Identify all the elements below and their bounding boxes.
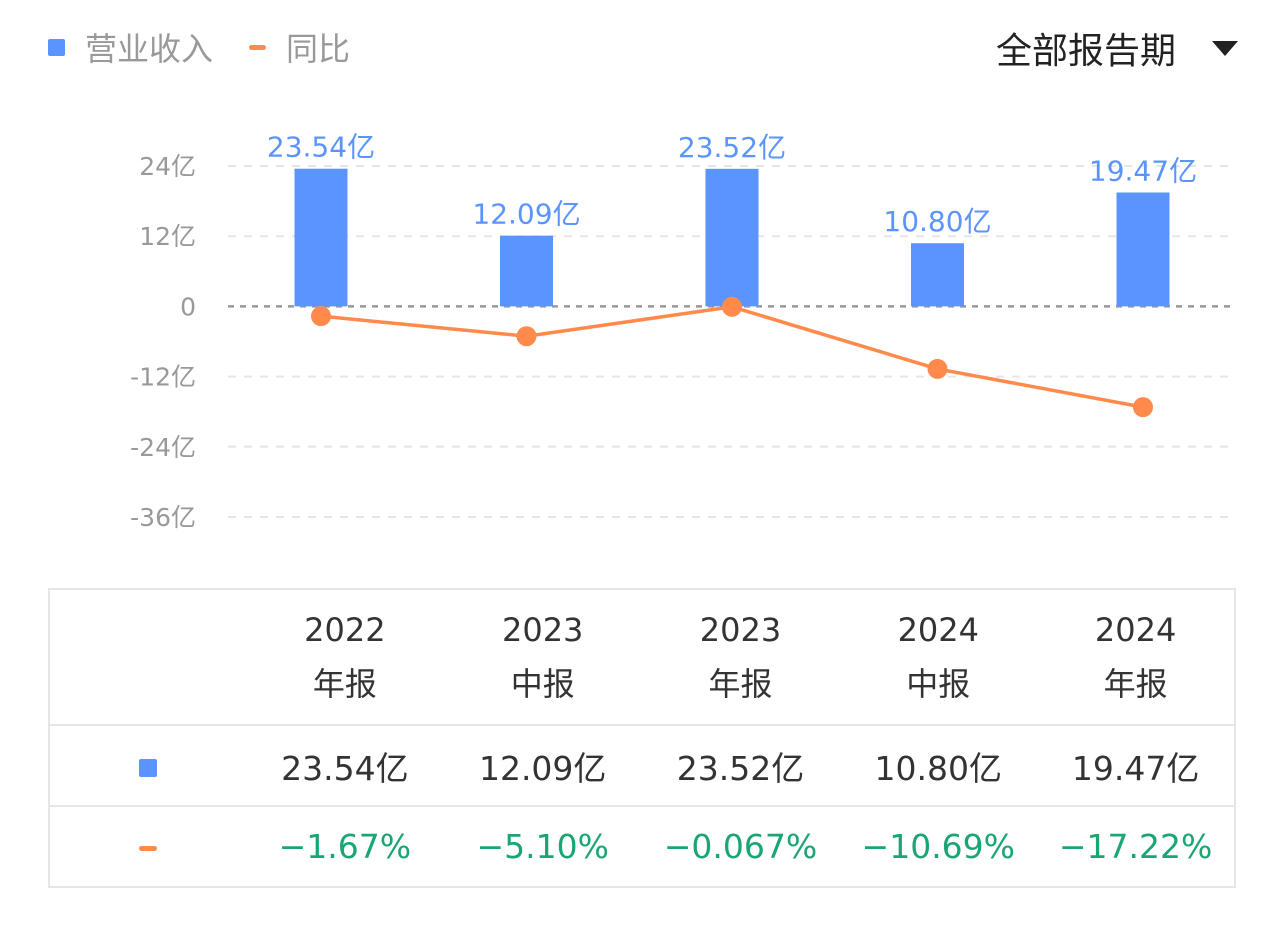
line-layer (311, 296, 1153, 418)
table-row-yoy: −1.67% −5.10% −0.067% −10.69% −17.22% (49, 806, 1235, 887)
grid-layer (228, 165, 1236, 518)
header-cell: 2024 中报 (839, 589, 1038, 726)
legend-yoy-label: 同比 (286, 30, 351, 68)
y-axis-ticks: 24亿 12亿 0 -12亿 -24亿 -36亿 (130, 152, 196, 532)
legend-item-yoy[interactable]: 同比 (249, 24, 350, 70)
header-year: 2024 (1094, 611, 1177, 649)
revenue-row-marker (49, 725, 246, 807)
revenue-chart: 24亿 12亿 0 -12亿 -24亿 -36亿 23.54亿 12.09亿 23.52亿 10… (130, 131, 1236, 532)
header-cell: 2023 年报 (641, 589, 840, 726)
revenue-swatch-icon (48, 38, 65, 56)
header-blank-cell (49, 589, 246, 726)
yoy-point[interactable] (927, 358, 948, 379)
yoy-swatch-icon (249, 44, 267, 50)
header-period: 中报 (510, 665, 575, 703)
revenue-bar[interactable] (294, 168, 348, 307)
yoy-point[interactable] (311, 306, 331, 327)
y-tick-label: 12亿 (139, 222, 196, 251)
table-row-revenue: 23.54亿 12.09亿 23.52亿 10.80亿 19.47亿 (49, 725, 1235, 807)
header-year: 2023 (699, 611, 782, 649)
table-header-row: 2022 年报 2023 中报 2023 年报 2024 中报 2024 年报 (49, 589, 1235, 726)
yoy-row-marker (49, 806, 246, 887)
revenue-cell: 23.52亿 (641, 725, 840, 807)
header-period: 年报 (312, 665, 377, 703)
revenue-cell: 23.54亿 (246, 725, 444, 807)
yoy-dash-icon (139, 846, 157, 851)
data-table: 2022 年报 2023 中报 2023 年报 2024 中报 2024 年报 23.54… (48, 588, 1236, 888)
header-period: 中报 (906, 665, 971, 703)
revenue-cell: 19.47亿 (1037, 725, 1235, 807)
caret-down-icon[interactable] (1212, 40, 1238, 56)
header-cell: 2023 中报 (443, 589, 642, 726)
revenue-bar[interactable] (500, 235, 553, 307)
yoy-point[interactable] (1133, 397, 1153, 418)
yoy-point[interactable] (516, 326, 537, 347)
yoy-cell: −10.69% (861, 827, 1016, 866)
y-tick-label: -36亿 (130, 503, 196, 532)
header-period: 年报 (708, 665, 773, 703)
revenue-bar-label: 23.54亿 (267, 131, 375, 164)
header-cell: 2022 年报 (246, 589, 444, 726)
yoy-cell: −17.22% (1058, 827, 1213, 866)
revenue-bar[interactable] (911, 243, 964, 307)
revenue-bar-label: 10.80亿 (883, 205, 991, 238)
bar-label-layer: 23.54亿 12.09亿 23.52亿 10.80亿 19.47亿 (267, 131, 1197, 239)
revenue-bar[interactable] (1116, 192, 1170, 307)
y-tick-label: -12亿 (130, 363, 196, 392)
header-period: 年报 (1103, 665, 1168, 703)
header-year: 2024 (897, 611, 979, 649)
revenue-bar-label: 19.47亿 (1089, 155, 1197, 188)
revenue-bar-label: 23.52亿 (678, 131, 786, 164)
yoy-cell: −5.10% (476, 827, 609, 866)
y-tick-label: 0 (180, 292, 196, 321)
period-selector-label: 全部报告期 (995, 31, 1176, 72)
legend: 营业收入 同比 (48, 24, 386, 70)
yoy-cell: −0.067% (663, 827, 818, 866)
revenue-bar-label: 12.09亿 (472, 198, 580, 231)
period-selector[interactable]: 全部报告期 (996, 22, 1238, 74)
y-tick-label: 24亿 (139, 152, 196, 181)
header-year: 2022 (304, 611, 386, 649)
revenue-cell: 12.09亿 (443, 725, 642, 807)
bar-layer (294, 168, 1170, 307)
revenue-cell: 10.80亿 (839, 725, 1038, 807)
yoy-point[interactable] (722, 296, 742, 317)
y-tick-label: -24亿 (130, 433, 196, 462)
yoy-cell: −1.67% (278, 827, 412, 866)
legend-revenue-label: 营业收入 (85, 30, 214, 68)
legend-item-revenue[interactable]: 营业收入 (48, 24, 213, 70)
header-cell: 2024 年报 (1037, 589, 1235, 726)
header-year: 2023 (501, 611, 584, 649)
revenue-square-icon (139, 758, 157, 777)
yoy-line (320, 305, 1144, 409)
revenue-bar[interactable] (705, 168, 759, 307)
